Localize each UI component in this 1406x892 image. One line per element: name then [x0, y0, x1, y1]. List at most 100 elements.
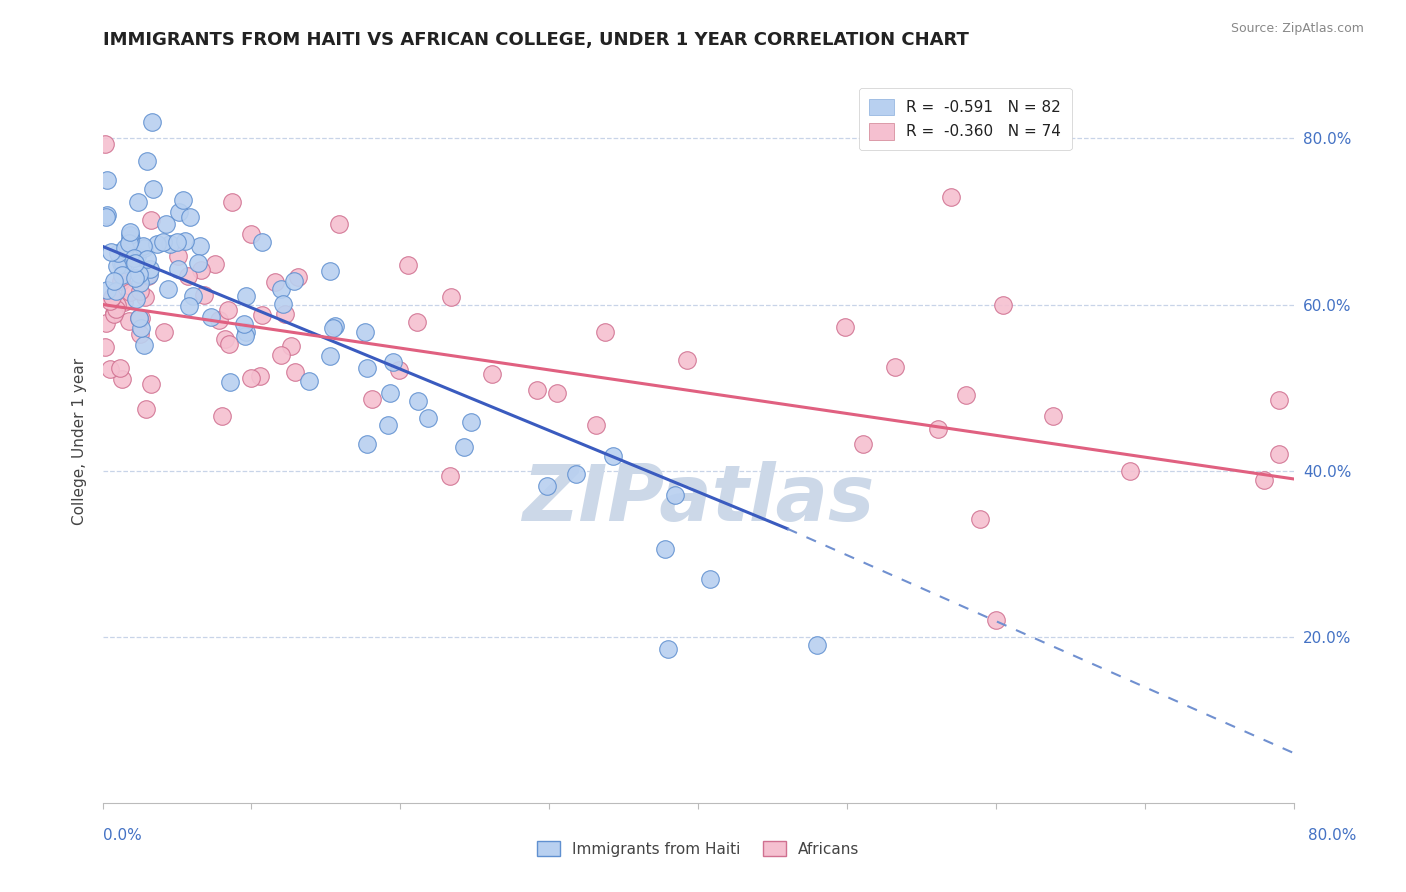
Point	[1267, 392, 1289, 407]
Point	[96, 173, 118, 187]
Point	[883, 360, 905, 375]
Point	[120, 225, 142, 239]
Point	[124, 256, 146, 270]
Point	[969, 512, 991, 526]
Point	[298, 374, 321, 388]
Point	[1119, 464, 1142, 478]
Point	[287, 270, 309, 285]
Point	[396, 258, 419, 272]
Point	[356, 360, 378, 375]
Point	[193, 288, 215, 302]
Point	[105, 259, 128, 273]
Point	[955, 387, 977, 401]
Point	[249, 369, 271, 384]
Point	[174, 234, 197, 248]
Point	[232, 317, 254, 331]
Point	[852, 436, 875, 450]
Point	[167, 262, 190, 277]
Point	[991, 298, 1014, 312]
Point	[128, 285, 150, 299]
Point	[120, 285, 142, 299]
Point	[321, 321, 343, 335]
Point	[111, 372, 134, 386]
Point	[200, 310, 222, 324]
Point	[111, 257, 134, 271]
Point	[675, 353, 697, 368]
Point	[135, 154, 157, 169]
Point	[120, 233, 142, 247]
Point	[602, 450, 624, 464]
Point	[96, 283, 118, 297]
Point	[94, 136, 117, 151]
Point	[114, 242, 136, 256]
Text: IMMIGRANTS FROM HAITI VS AFRICAN COLLEGE, UNDER 1 YEAR CORRELATION CHART: IMMIGRANTS FROM HAITI VS AFRICAN COLLEGE…	[103, 31, 969, 49]
Point	[135, 402, 157, 417]
Point	[806, 638, 828, 652]
Point	[105, 298, 128, 312]
Point	[270, 282, 292, 296]
Point	[138, 268, 160, 282]
Point	[132, 241, 155, 255]
Point	[460, 415, 482, 429]
Point	[280, 339, 302, 353]
Point	[98, 293, 121, 308]
Point	[157, 282, 180, 296]
Point	[377, 418, 399, 433]
Point	[526, 383, 548, 397]
Point	[112, 295, 135, 310]
Point	[418, 411, 440, 425]
Point	[110, 274, 132, 288]
Point	[381, 355, 404, 369]
Point	[94, 340, 117, 354]
Text: ZIPatlas: ZIPatlas	[522, 461, 875, 537]
Point	[187, 256, 209, 270]
Point	[536, 479, 558, 493]
Point	[110, 256, 132, 270]
Point	[103, 274, 125, 288]
Point	[406, 393, 429, 408]
Point	[104, 301, 127, 316]
Point	[128, 311, 150, 326]
Point	[240, 370, 263, 384]
Point	[664, 488, 686, 502]
Point	[142, 182, 165, 196]
Point	[565, 467, 588, 482]
Point	[125, 249, 148, 263]
Point	[155, 218, 177, 232]
Point	[94, 210, 117, 224]
Point	[270, 348, 292, 362]
Point	[388, 363, 411, 377]
Point	[141, 376, 163, 391]
Point	[218, 376, 240, 390]
Point	[585, 417, 607, 432]
Point	[283, 274, 305, 288]
Point	[128, 326, 150, 341]
Point	[235, 329, 257, 343]
Point	[1042, 409, 1064, 423]
Point	[699, 572, 721, 586]
Point	[440, 290, 463, 304]
Point	[153, 325, 176, 339]
Point	[132, 337, 155, 351]
Point	[167, 205, 190, 219]
Point	[218, 337, 240, 351]
Point	[128, 310, 150, 325]
Point	[204, 257, 226, 271]
Point	[354, 325, 377, 339]
Point	[453, 440, 475, 454]
Point	[380, 386, 402, 401]
Point	[179, 210, 201, 224]
Point	[107, 246, 129, 260]
Point	[271, 296, 294, 310]
Point	[328, 217, 350, 231]
Point	[127, 194, 149, 209]
Point	[172, 193, 194, 207]
Point	[439, 469, 461, 483]
Point	[274, 307, 297, 321]
Point	[177, 299, 200, 313]
Point	[124, 252, 146, 266]
Point	[284, 365, 307, 379]
Legend: R =  -0.591   N = 82, R =  -0.360   N = 74: R = -0.591 N = 82, R = -0.360 N = 74	[859, 88, 1071, 150]
Point	[264, 275, 287, 289]
Point	[356, 437, 378, 451]
